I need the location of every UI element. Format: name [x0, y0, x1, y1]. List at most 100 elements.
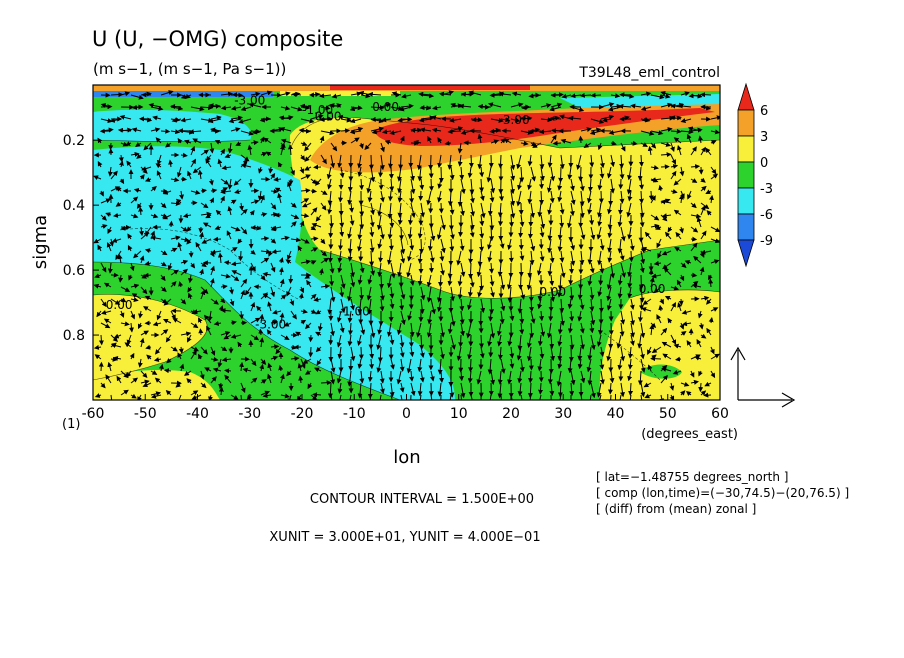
- wind-vector: [601, 299, 602, 312]
- wind-vector: [145, 275, 152, 276]
- contour-label: 0.00: [106, 298, 133, 312]
- wind-vector: [551, 395, 552, 410]
- wind-vector: [214, 239, 221, 240]
- contour-label: -3.00: [255, 318, 286, 332]
- wind-vector: [630, 383, 631, 395]
- experiment-label: T39L48_eml_control: [578, 65, 720, 81]
- y-axis-label: sigma: [30, 215, 51, 269]
- wind-vector: [291, 275, 292, 283]
- contour-interval-text: CONTOUR INTERVAL = 1.500E+00: [310, 492, 534, 507]
- wind-vector: [700, 383, 701, 391]
- wind-vector: [411, 335, 412, 346]
- contour-label: -3.00: [234, 93, 265, 107]
- wind-vector: [101, 335, 102, 344]
- wind-vector: [490, 311, 491, 321]
- wind-vector: [421, 239, 422, 253]
- x-tick-label: 40: [607, 406, 625, 422]
- wind-vector: [554, 143, 561, 144]
- x-tick-label: 10: [450, 406, 468, 422]
- wind-vector: [372, 119, 381, 120]
- wind-vector: [581, 95, 591, 96]
- wind-vector: [460, 227, 461, 236]
- wind-vector: [200, 329, 201, 335]
- wind-vector: [710, 280, 711, 288]
- x-tick-label: -50: [134, 406, 157, 422]
- corner-label: (1): [62, 417, 80, 432]
- wind-vector: [181, 155, 187, 156]
- wind-vector: [592, 95, 602, 96]
- composite-info: [ comp (lon,time)=(−30,74.5)−(20,76.5) ]: [596, 486, 849, 500]
- colorbar-cap-bottom: [738, 240, 754, 266]
- wind-vector: [391, 167, 392, 178]
- wind-vector: [161, 131, 169, 132]
- wind-vector: [511, 251, 512, 262]
- chart-title: U (U, −OMG) composite: [92, 27, 343, 51]
- wind-vector: [371, 155, 372, 169]
- wind-vector: [651, 191, 652, 200]
- reference-vector: [731, 348, 794, 407]
- wind-vector: [225, 370, 231, 371]
- colorbar-label: -3: [760, 182, 773, 197]
- x-tick-label: -40: [186, 406, 209, 422]
- wind-vector: [276, 215, 282, 216]
- wind-vector: [331, 227, 332, 237]
- wind-vector: [111, 143, 112, 149]
- wind-vector: [390, 155, 391, 168]
- wind-vector: [461, 335, 462, 346]
- wind-vector: [380, 251, 381, 262]
- wind-vector: [340, 191, 341, 202]
- x-tick-label: -10: [343, 406, 366, 422]
- x-units-label: (degrees_east): [641, 427, 738, 442]
- x-tick-label: -60: [82, 406, 105, 422]
- x-axis-label: lon: [393, 447, 420, 468]
- y-tick-label: 0.2: [63, 133, 85, 149]
- wind-vector: [571, 347, 572, 361]
- colorbar-swatch: [738, 162, 754, 188]
- wind-vector: [551, 311, 552, 320]
- contour-label: 3.00: [503, 113, 530, 127]
- y-tick-label: 0.6: [63, 263, 85, 279]
- wind-vector: [431, 155, 432, 169]
- wind-vector: [541, 239, 542, 248]
- wind-vector: [411, 287, 412, 300]
- wind-vector: [101, 363, 102, 371]
- wind-vector: [431, 203, 432, 213]
- wind-vector: [601, 275, 602, 285]
- wind-vector: [441, 203, 442, 213]
- wind-vector: [641, 299, 642, 309]
- reference-vector-vertical: [731, 348, 745, 400]
- colorbar-swatch: [738, 188, 754, 214]
- wind-vector: [479, 106, 491, 107]
- wind-vector: [691, 239, 696, 240]
- wind-vector: [171, 222, 172, 227]
- wind-vector: [671, 131, 681, 132]
- wind-vector: [500, 155, 501, 168]
- wind-vector: [581, 275, 582, 289]
- wind-vector: [421, 191, 422, 200]
- wind-vector: [401, 155, 402, 169]
- wind-vector: [340, 239, 341, 249]
- diff-info: [ (diff) from (mean) zonal ]: [596, 502, 756, 516]
- colorbar-label: -9: [760, 234, 773, 249]
- wind-vector: [470, 359, 471, 371]
- wind-vector: [540, 383, 541, 394]
- wind-vector: [161, 191, 167, 192]
- unit-scale-text: XUNIT = 3.000E+01, YUNIT = 4.000E−01: [269, 530, 540, 545]
- colorbar: 630-3-6-9: [738, 84, 773, 266]
- wind-vector: [301, 190, 310, 191]
- wind-vector: [651, 270, 652, 275]
- wind-vector: [331, 215, 332, 227]
- wind-vector: [521, 239, 522, 249]
- wind-vector: [471, 155, 472, 167]
- wind-vector: [541, 191, 542, 204]
- wind-vector: [511, 215, 512, 226]
- x-tick-label: -30: [238, 406, 261, 422]
- colorbar-label: 6: [760, 104, 768, 119]
- wind-vector: [271, 346, 278, 347]
- upper-band-red: [330, 85, 530, 90]
- wind-vector: [701, 95, 711, 96]
- x-tick-label: -20: [291, 406, 314, 422]
- wind-vector: [401, 227, 402, 239]
- contour-label: -1.00: [339, 305, 370, 319]
